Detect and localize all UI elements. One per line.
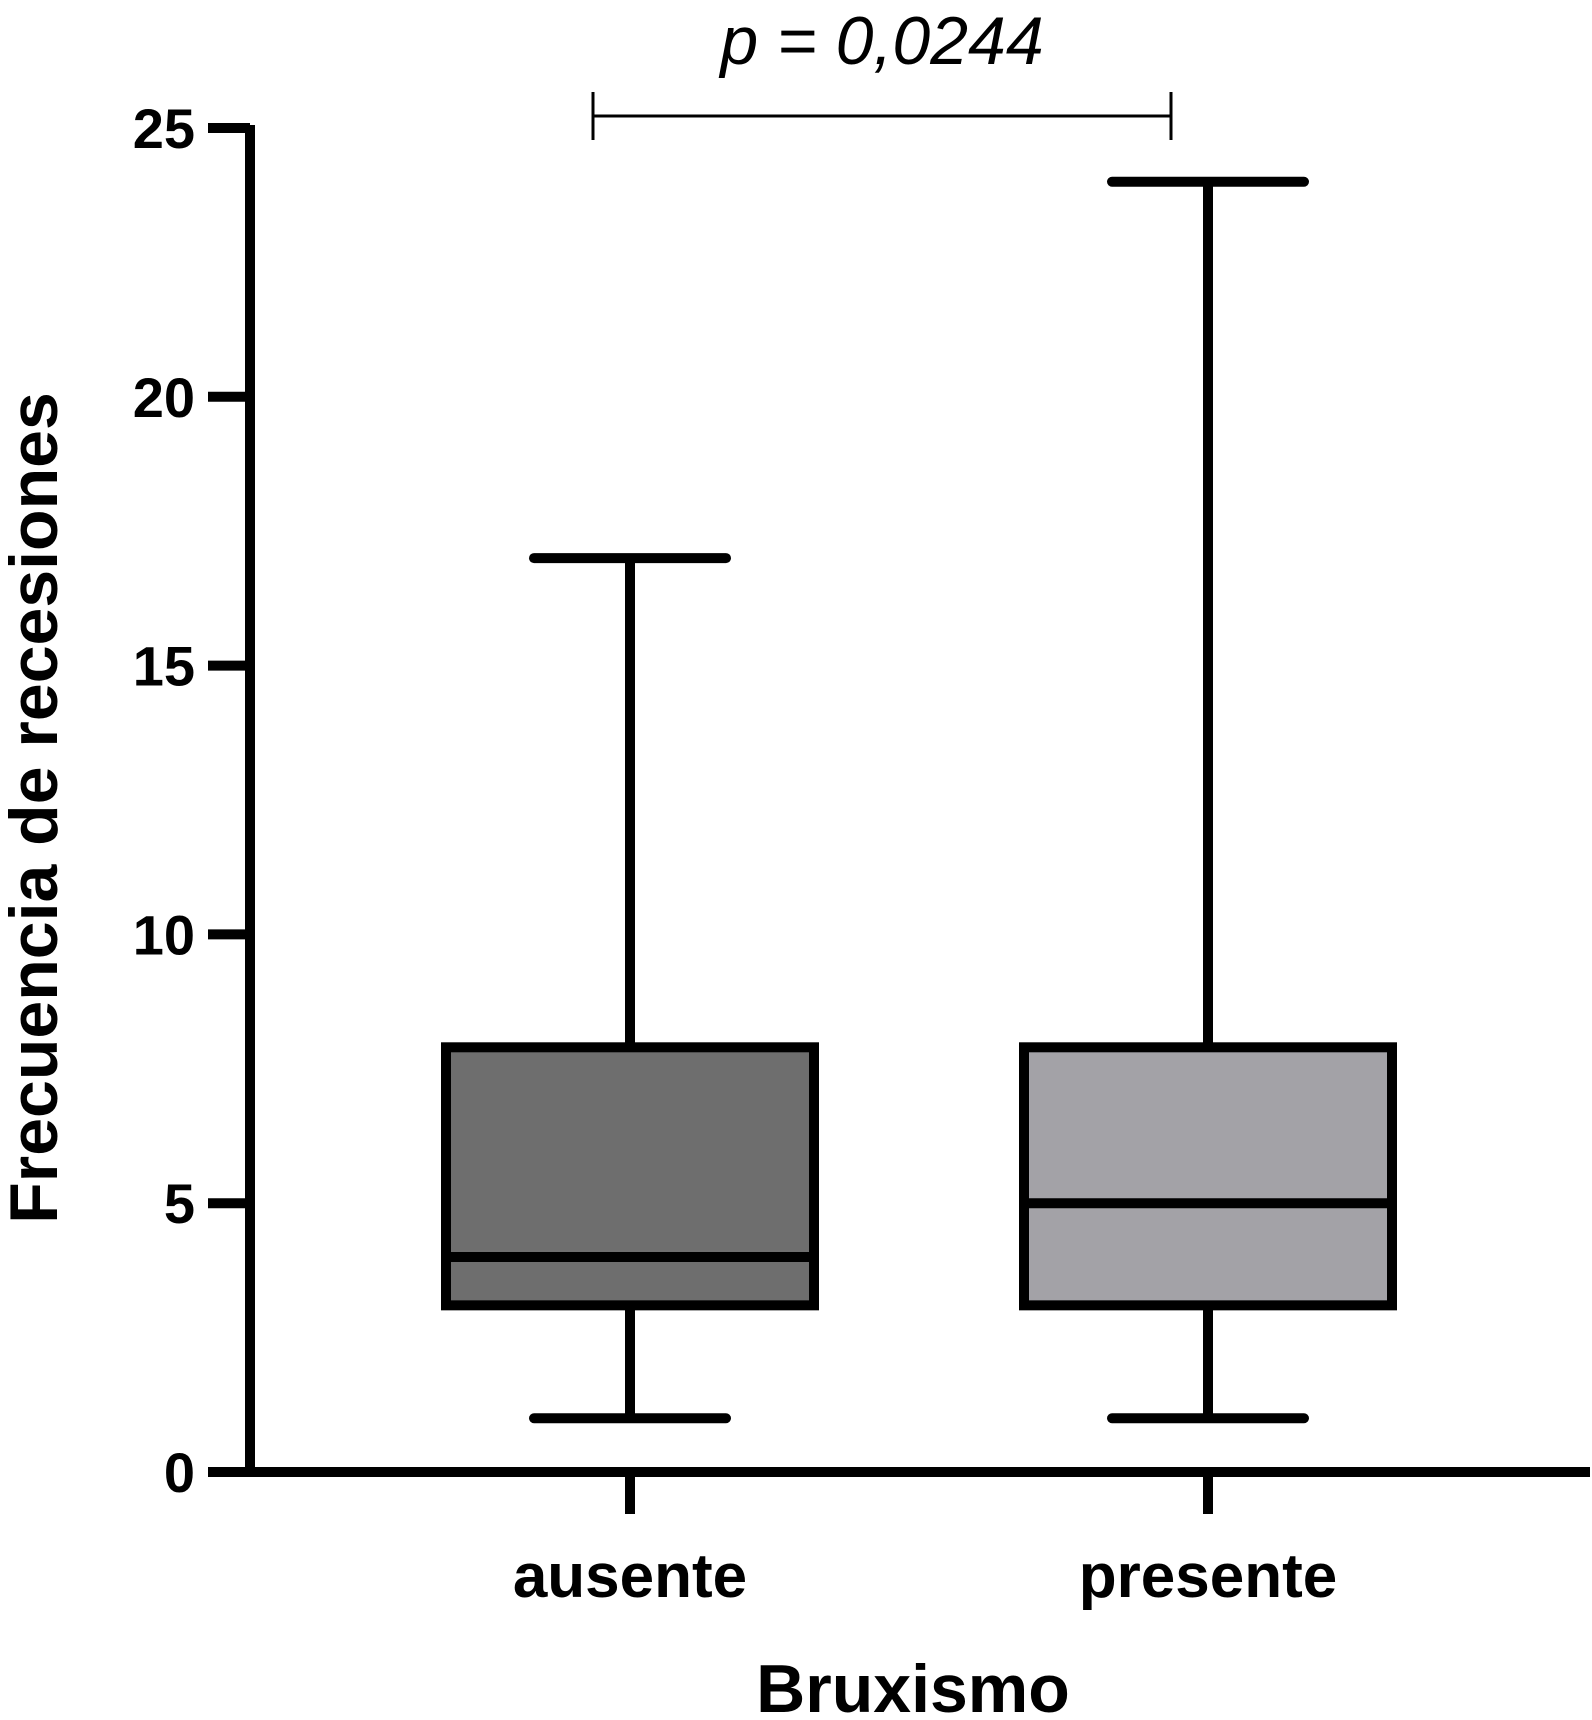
- p-value-label: p = 0,0244: [718, 3, 1043, 79]
- y-tick-label-20: 20: [133, 366, 195, 429]
- boxes: [441, 176, 1397, 1424]
- axes: 0 5 10 15 20 25 ausente presente: [133, 97, 1590, 1611]
- iqr-box-presente: [1019, 1042, 1397, 1311]
- x-axis-title: Bruxismo: [756, 1651, 1070, 1720]
- x-tick-label-ausente: ausente: [513, 1542, 747, 1611]
- box-presente: [1019, 176, 1397, 1424]
- iqr-box-ausente: [441, 1042, 819, 1311]
- box-ausente: [441, 553, 819, 1424]
- y-tick-label-25: 25: [133, 97, 195, 160]
- significance-annotation: p = 0,0244: [591, 3, 1173, 140]
- y-tick-label-10: 10: [133, 903, 195, 966]
- y-tick-label-15: 15: [133, 635, 195, 698]
- y-tick-label-0: 0: [164, 1441, 195, 1504]
- x-tick-label-presente: presente: [1079, 1542, 1337, 1611]
- y-axis-title: Frecuencia de recesiones: [0, 392, 72, 1224]
- y-tick-label-5: 5: [164, 1172, 195, 1235]
